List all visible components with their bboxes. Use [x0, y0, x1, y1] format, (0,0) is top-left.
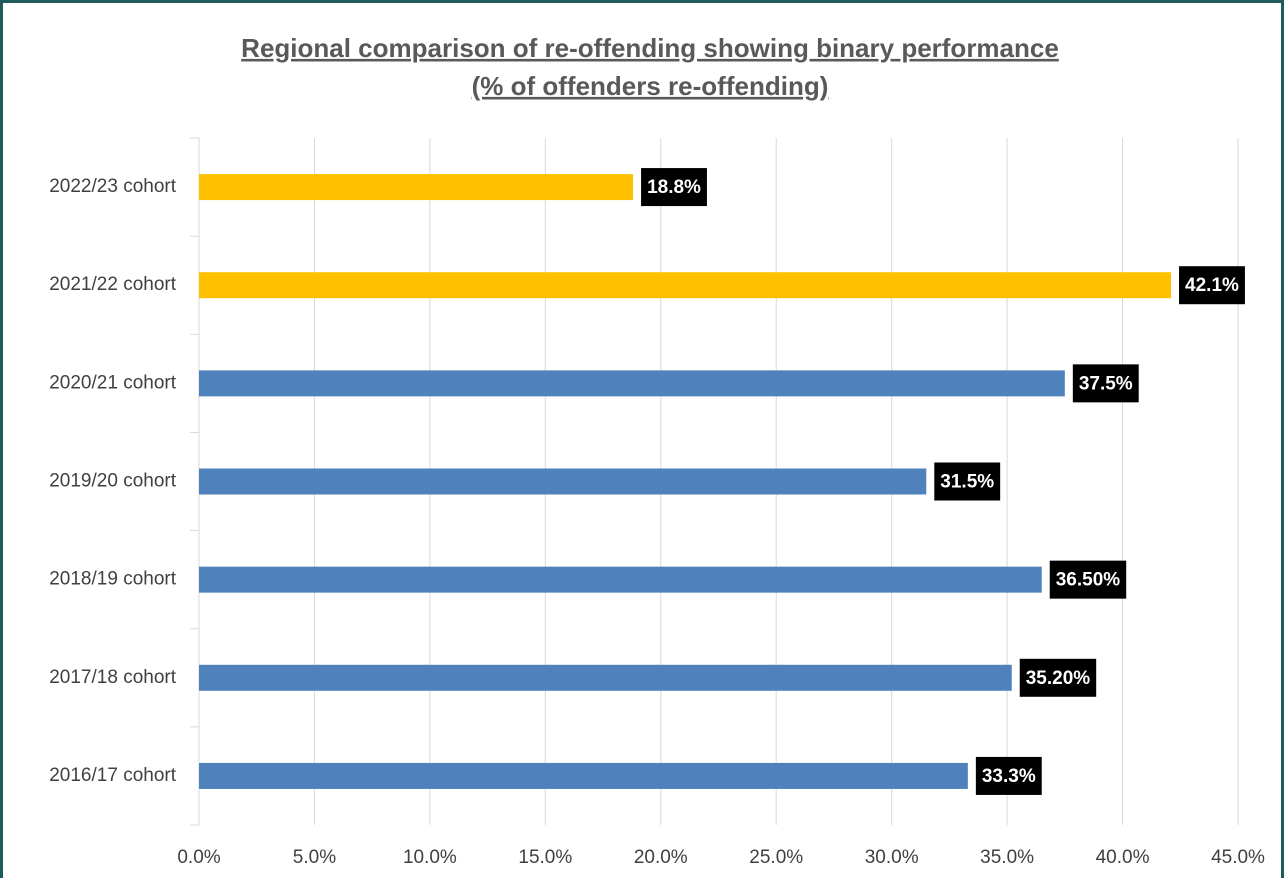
- value-label-bg: [1072, 364, 1139, 403]
- value-label: 35.20%: [1026, 668, 1091, 689]
- y-tick-label: 2020/21 cohort: [49, 372, 176, 393]
- value-label-bg: [975, 756, 1042, 795]
- bar: [199, 174, 634, 201]
- value-label-bg: [1049, 560, 1127, 599]
- bar: [199, 566, 1042, 593]
- value-label: 36.50%: [1056, 570, 1121, 591]
- y-tick-label: 2016/17 cohort: [49, 765, 176, 786]
- bar: [199, 272, 1172, 299]
- bar: [199, 762, 968, 789]
- chart-title: Regional comparison of re-offending show…: [241, 33, 1059, 63]
- value-label-bg: [1179, 266, 1245, 305]
- value-label: 37.5%: [1079, 373, 1133, 394]
- x-tick-label: 0.0%: [177, 847, 220, 868]
- bar: [199, 468, 927, 495]
- x-tick-label: 15.0%: [518, 847, 572, 868]
- x-tick-label: 30.0%: [865, 847, 919, 868]
- x-tick-label: 20.0%: [634, 847, 688, 868]
- x-tick-label: 40.0%: [1096, 847, 1150, 868]
- value-label: 18.8%: [647, 177, 701, 198]
- value-label: 33.3%: [982, 766, 1036, 787]
- y-tick-label: 2022/23 cohort: [49, 176, 176, 197]
- value-label: 31.5%: [940, 472, 994, 493]
- value-label: 42.1%: [1185, 275, 1239, 296]
- x-tick-label: 35.0%: [980, 847, 1034, 868]
- x-tick-label: 10.0%: [403, 847, 457, 868]
- chart-title: (% of offenders re-offending): [472, 71, 829, 101]
- bar: [199, 370, 1065, 397]
- y-tick-label: 2017/18 cohort: [49, 667, 176, 688]
- y-tick-label: 2018/19 cohort: [49, 569, 176, 590]
- x-tick-label: 45.0%: [1211, 847, 1265, 868]
- bar: [199, 664, 1012, 691]
- value-label-bg: [1019, 658, 1097, 697]
- x-tick-label: 25.0%: [749, 847, 803, 868]
- y-tick-label: 2021/22 cohort: [49, 274, 176, 295]
- x-tick-label: 5.0%: [293, 847, 336, 868]
- value-label-bg: [641, 168, 707, 207]
- y-tick-label: 2019/20 cohort: [49, 471, 176, 492]
- value-label-bg: [934, 462, 1001, 501]
